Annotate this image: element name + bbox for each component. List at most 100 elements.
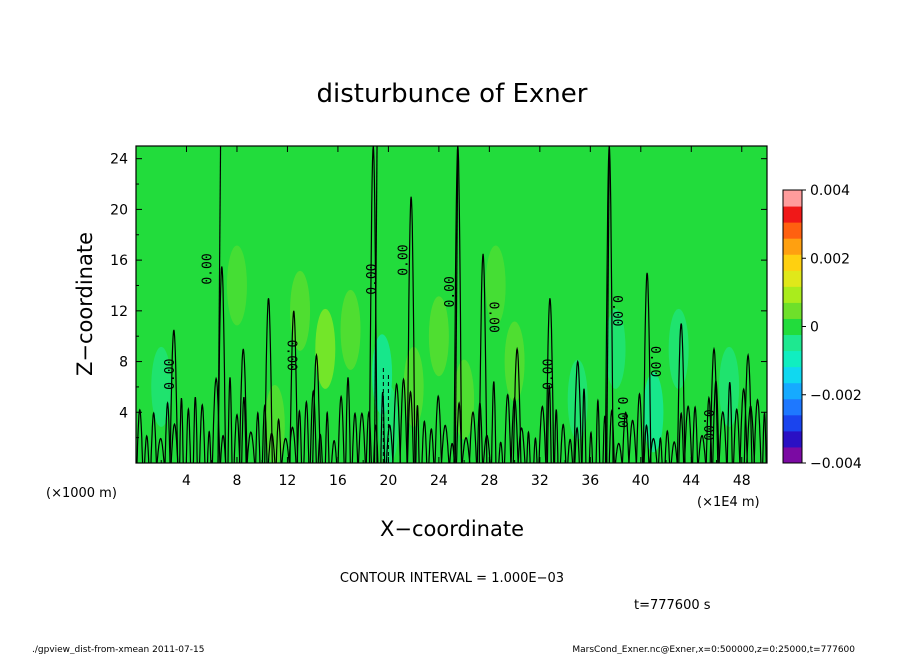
- contour-line: [164, 401, 171, 463]
- contour-line: [345, 377, 351, 463]
- contour-line: [604, 146, 614, 463]
- contour-line: [399, 377, 408, 463]
- x-tick-label: 12: [279, 473, 297, 489]
- colorbar-swatch: [783, 286, 802, 303]
- contour-line: [156, 437, 165, 463]
- contour-line: [512, 346, 522, 463]
- field-patch: [504, 321, 525, 402]
- contour-line: [296, 409, 303, 463]
- contour-line: [289, 310, 299, 463]
- contour-line: [573, 359, 583, 463]
- contour-value-label: 0.00: [283, 340, 298, 371]
- x-tick-label: 20: [379, 473, 397, 489]
- field-patch: [485, 245, 506, 326]
- colorbar-swatch: [783, 318, 802, 336]
- contour-line: [312, 352, 321, 463]
- contour-line: [337, 394, 345, 463]
- contour-line: [428, 427, 435, 463]
- contour-line: [678, 411, 685, 463]
- contour-line: [642, 272, 652, 463]
- field-patch: [226, 245, 247, 326]
- contour-line: [658, 436, 663, 463]
- x-tick-label: 4: [182, 473, 191, 489]
- colorbar-swatch: [783, 190, 802, 207]
- y-tick-label: 8: [119, 355, 128, 371]
- colorbar-swatch: [783, 222, 802, 239]
- contour-line: [546, 385, 552, 463]
- colorbar-swatch: [783, 446, 802, 464]
- contour-line: [309, 389, 317, 463]
- contour-value-label: 0.00: [163, 359, 178, 390]
- colorbar-label: −0.004: [810, 456, 862, 472]
- contour-line: [150, 411, 157, 463]
- contour-line: [526, 430, 531, 463]
- colorbar-swatch: [783, 366, 802, 384]
- contour-line: [614, 442, 623, 463]
- contour-line: [670, 440, 678, 463]
- colorbar: 0.004 0.002 0 −0.002 −0.004: [782, 183, 862, 472]
- contour-line: [628, 419, 637, 463]
- contour-line: [217, 146, 222, 463]
- contour-line: [365, 410, 372, 463]
- contour-line: [718, 410, 728, 463]
- contour-line: [709, 346, 719, 463]
- contour-line: [261, 404, 268, 463]
- contour-line: [739, 387, 748, 463]
- contour-line: [170, 422, 179, 463]
- contour-line: [588, 430, 594, 463]
- x-axis: 4 8 12 16 20 24 28 32 36 40 44 48: [160, 146, 751, 489]
- contour-line: [676, 323, 686, 463]
- contour-line: [461, 436, 471, 463]
- contour-line: [753, 398, 762, 463]
- colorbar-label: −0.002: [810, 388, 862, 404]
- x-tick-label: 44: [682, 473, 700, 489]
- contour-line: [357, 412, 366, 463]
- y-tick-label: 20: [110, 202, 128, 218]
- colorbar-swatch: [783, 382, 802, 400]
- contour-line: [478, 253, 488, 463]
- plot-frame: [135, 145, 768, 464]
- field-patch: [605, 308, 626, 389]
- contour-line: [421, 420, 428, 463]
- contour-line: [468, 411, 478, 463]
- contour-labels: 0.00 0.00 0.00 0.00 0.00 0.00 0.00 0.00 0.00 0.00…: [163, 244, 715, 440]
- contour-line: [498, 441, 504, 463]
- y-tick-label: 12: [110, 304, 128, 320]
- contour-line: [454, 146, 459, 463]
- colorbar-swatch: [783, 430, 802, 448]
- contour-line: [545, 298, 555, 463]
- contour-line: [281, 437, 290, 463]
- x-unit-label: (×1E4 m): [697, 495, 760, 510]
- contour-line: [664, 429, 671, 463]
- contour-line: [192, 396, 198, 463]
- x-tick-label: 8: [232, 473, 241, 489]
- contour-line: [392, 382, 401, 463]
- contour-line: [595, 398, 601, 463]
- colorbar-swatch: [783, 334, 802, 352]
- field-patch: [428, 296, 449, 377]
- contour-line: [743, 352, 753, 463]
- contour-line: [303, 399, 310, 463]
- x-tick-label: 28: [480, 473, 498, 489]
- contour-line: [233, 413, 241, 463]
- contour-line: [406, 390, 415, 463]
- contour-value-label: 0.00: [614, 397, 629, 428]
- contour-line: [581, 388, 587, 463]
- field-patch: [340, 289, 361, 370]
- contour-line: [574, 426, 580, 463]
- field-patch: [151, 346, 172, 427]
- contour-line: [324, 410, 330, 463]
- colorbar-swatch: [783, 270, 802, 287]
- y-tick-label: 24: [110, 152, 128, 168]
- colorbar-swatch: [783, 238, 802, 255]
- contour-line: [406, 196, 416, 463]
- contour-line: [351, 411, 359, 463]
- contour-line: [317, 433, 323, 463]
- contour-value-label: 0.00: [700, 409, 715, 440]
- chart-title: disturbunce of Exner: [317, 79, 588, 109]
- x-tick-label: 36: [581, 473, 599, 489]
- x-tick-label: 40: [632, 473, 650, 489]
- contour-line: [255, 411, 261, 463]
- contour-line: [246, 431, 256, 463]
- contour-line: [606, 146, 610, 463]
